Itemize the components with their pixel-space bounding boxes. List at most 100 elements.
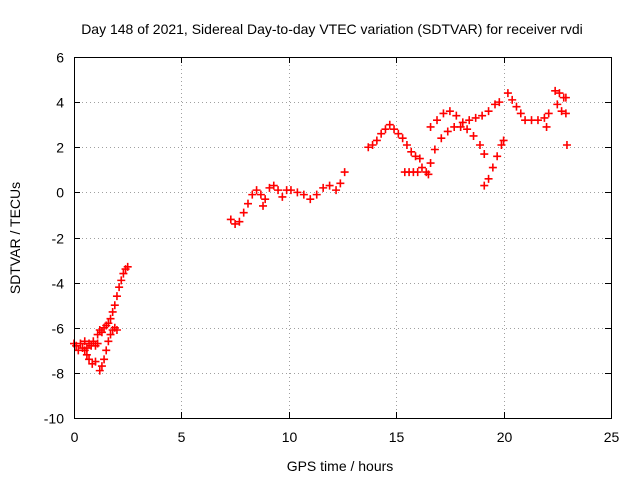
data-point (115, 283, 124, 292)
data-point (95, 366, 104, 375)
data-point (413, 168, 422, 177)
data-point (261, 195, 270, 204)
data-point (471, 113, 480, 122)
x-tick-label: 15 (389, 429, 405, 445)
y-tick-label: 0 (56, 185, 64, 201)
data-point (508, 95, 517, 104)
data-point (112, 326, 121, 335)
data-point (439, 109, 448, 118)
data-point (325, 181, 334, 190)
data-point (415, 154, 424, 163)
data-point (562, 140, 571, 149)
data-point (402, 140, 411, 149)
data-point (82, 350, 91, 359)
data-point (102, 346, 111, 355)
data-point (319, 183, 328, 192)
data-point (76, 339, 85, 348)
data-point (104, 337, 113, 346)
data-point (542, 122, 551, 131)
data-point (278, 192, 287, 201)
data-point (540, 113, 549, 122)
data-point (430, 145, 439, 154)
data-point (239, 208, 248, 217)
data-point (463, 125, 472, 134)
data-point (417, 163, 426, 172)
data-point (443, 127, 452, 136)
data-point (306, 195, 315, 204)
grid-lines (74, 57, 611, 418)
data-point (503, 89, 512, 98)
y-tick-label: -8 (52, 366, 65, 382)
data-point (458, 118, 467, 127)
data-point (89, 337, 98, 346)
data-point (480, 181, 489, 190)
data-point (484, 107, 493, 116)
data-point (469, 131, 478, 140)
data-point (456, 122, 465, 131)
data-point (478, 111, 487, 120)
data-point (312, 190, 321, 199)
data-point (226, 215, 235, 224)
data-point (475, 140, 484, 149)
data-point (495, 98, 504, 107)
data-point (561, 109, 570, 118)
data-point (561, 93, 570, 102)
data-point (394, 129, 403, 138)
data-point (100, 355, 109, 364)
data-point (516, 109, 525, 118)
data-point (112, 292, 121, 301)
data-point (108, 307, 117, 316)
data-point (480, 150, 489, 159)
data-point (72, 341, 81, 350)
data-point (91, 357, 100, 366)
y-tick-label: -2 (52, 231, 65, 247)
data-point (433, 116, 442, 125)
data-point (437, 134, 446, 143)
axis-ticks: 0 5 10 15 20 25 -10 -8 -6 -4 -2 0 2 4 6 (44, 50, 620, 446)
x-tick-label: 5 (178, 429, 186, 445)
data-point (484, 174, 493, 183)
data-point (491, 100, 500, 109)
data-point (364, 143, 373, 152)
y-tick-label: 6 (56, 50, 64, 66)
data-point (252, 186, 261, 195)
data-point (424, 170, 433, 179)
data-point (553, 100, 562, 109)
data-point (110, 301, 119, 310)
x-tick-label: 10 (282, 429, 298, 445)
data-point (390, 125, 399, 134)
data-point (274, 186, 283, 195)
data-point (381, 125, 390, 134)
data-point (340, 168, 349, 177)
data-point (256, 190, 265, 199)
data-point (426, 159, 435, 168)
data-point (106, 314, 115, 323)
data-point (512, 102, 521, 111)
data-point (499, 136, 508, 145)
data-point (411, 152, 420, 161)
data-point (85, 355, 94, 364)
data-point (97, 328, 106, 337)
data-point (299, 190, 308, 199)
data-point (493, 152, 502, 161)
data-point (385, 120, 394, 129)
data-point (332, 186, 341, 195)
data-point (555, 89, 564, 98)
data-point (293, 188, 302, 197)
y-axis-label: SDTVAR / TECUs (7, 182, 23, 294)
x-tick-label: 0 (71, 429, 79, 445)
y-tick-label: -10 (44, 411, 64, 427)
data-point (398, 134, 407, 143)
data-point (80, 337, 89, 346)
data-points (70, 86, 571, 375)
data-point (93, 330, 102, 339)
data-point (497, 140, 506, 149)
data-point (488, 163, 497, 172)
data-point (452, 111, 461, 120)
data-point (368, 140, 377, 149)
x-axis-label: GPS time / hours (287, 458, 394, 474)
y-tick-label: 4 (56, 95, 64, 111)
x-tick-label: 25 (604, 429, 620, 445)
y-tick-label: 2 (56, 140, 64, 156)
